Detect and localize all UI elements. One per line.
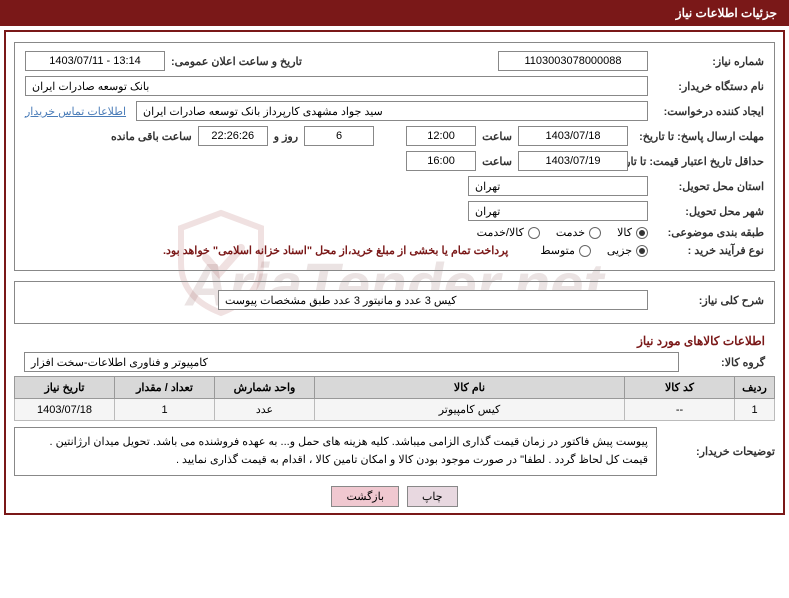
th-name: نام کالا	[315, 377, 625, 399]
goods-section-title: اطلاعات کالاهای مورد نیاز	[24, 334, 765, 348]
td-code: --	[625, 399, 735, 421]
validity-label: حداقل تاریخ اعتبار قیمت: تا تاریخ:	[634, 155, 764, 168]
creator-field: سید جواد مشهدی کارپرداز بانک توسعه صادرا…	[136, 101, 648, 121]
province-label: استان محل تحویل:	[654, 180, 764, 193]
days-field: 6	[304, 126, 374, 146]
need-title-label: شرح کلی نیاز:	[654, 294, 764, 307]
back-button[interactable]: بازگشت	[331, 486, 399, 507]
city-field: تهران	[468, 201, 648, 221]
radio-partial-label: جزیی	[607, 244, 632, 257]
category-radio-group: کالا خدمت کالا/خدمت	[477, 226, 648, 239]
need-title-field: کیس 3 عدد و مانیتور 3 عدد طبق مشخصات پیو…	[218, 290, 648, 310]
td-name: کیس کامپیوتر	[315, 399, 625, 421]
goods-group-label: گروه کالا:	[685, 356, 765, 369]
goods-group-field: کامپیوتر و فناوری اطلاعات-سخت افزار	[24, 352, 679, 372]
province-field: تهران	[468, 176, 648, 196]
validity-date-field: 1403/07/19	[518, 151, 628, 171]
radio-partial[interactable]	[636, 245, 648, 257]
announce-field: 1403/07/11 - 13:14	[25, 51, 165, 71]
table-row: 1 -- کیس کامپیوتر عدد 1 1403/07/18	[15, 399, 775, 421]
deadline-time-field: 12:00	[406, 126, 476, 146]
buyer-org-field: بانک توسعه صادرات ایران	[25, 76, 648, 96]
table-header-row: ردیف کد کالا نام کالا واحد شمارش تعداد /…	[15, 377, 775, 399]
category-label: طبقه بندی موضوعی:	[654, 226, 764, 239]
announce-label: تاریخ و ساعت اعلان عمومی:	[171, 55, 302, 68]
time-label-2: ساعت	[482, 155, 512, 168]
radio-goods-label: کالا	[617, 226, 632, 239]
payment-note: پرداخت تمام یا بخشی از مبلغ خرید،از محل …	[163, 244, 508, 257]
contact-link[interactable]: اطلاعات تماس خریدار	[25, 105, 126, 118]
radio-both[interactable]	[528, 227, 540, 239]
goods-table: ردیف کد کالا نام کالا واحد شمارش تعداد /…	[14, 376, 775, 421]
button-bar: چاپ بازگشت	[6, 486, 783, 507]
td-qty: 1	[115, 399, 215, 421]
buyer-org-label: نام دستگاه خریدار:	[654, 80, 764, 93]
city-label: شهر محل تحویل:	[654, 205, 764, 218]
days-label: روز و	[274, 130, 298, 143]
process-label: نوع فرآیند خرید :	[654, 244, 764, 257]
th-code: کد کالا	[625, 377, 735, 399]
need-section: شرح کلی نیاز: کیس 3 عدد و مانیتور 3 عدد …	[14, 281, 775, 324]
radio-medium-label: متوسط	[540, 244, 575, 257]
radio-goods[interactable]	[636, 227, 648, 239]
process-radio-group: جزیی متوسط	[540, 244, 648, 257]
main-frame: شماره نیاز: 1103003078000088 تاریخ و ساع…	[4, 30, 785, 515]
radio-medium[interactable]	[579, 245, 591, 257]
th-unit: واحد شمارش	[215, 377, 315, 399]
info-section: شماره نیاز: 1103003078000088 تاریخ و ساع…	[14, 42, 775, 271]
radio-service-label: خدمت	[556, 226, 585, 239]
deadline-date-field: 1403/07/18	[518, 126, 628, 146]
validity-time-field: 16:00	[406, 151, 476, 171]
time-label-1: ساعت	[482, 130, 512, 143]
deadline-send-label: مهلت ارسال پاسخ: تا تاریخ:	[634, 130, 764, 143]
request-no-field: 1103003078000088	[498, 51, 648, 71]
print-button[interactable]: چاپ	[407, 486, 458, 507]
panel-title: جزئیات اطلاعات نیاز	[676, 6, 777, 20]
td-unit: عدد	[215, 399, 315, 421]
request-no-label: شماره نیاز:	[654, 55, 764, 68]
remaining-time-field: 22:26:26	[198, 126, 268, 146]
th-row: ردیف	[735, 377, 775, 399]
radio-both-label: کالا/خدمت	[477, 226, 524, 239]
buyer-notes-box: پیوست پیش فاکتور در زمان قیمت گذاری الزا…	[14, 427, 657, 476]
td-date: 1403/07/18	[15, 399, 115, 421]
creator-label: ایجاد کننده درخواست:	[654, 105, 764, 118]
remaining-label: ساعت باقی مانده	[111, 130, 192, 143]
panel-header: جزئیات اطلاعات نیاز	[0, 0, 789, 26]
td-row: 1	[735, 399, 775, 421]
th-date: تاریخ نیاز	[15, 377, 115, 399]
radio-service[interactable]	[589, 227, 601, 239]
buyer-notes-label: توضیحات خریدار:	[665, 445, 775, 458]
th-qty: تعداد / مقدار	[115, 377, 215, 399]
